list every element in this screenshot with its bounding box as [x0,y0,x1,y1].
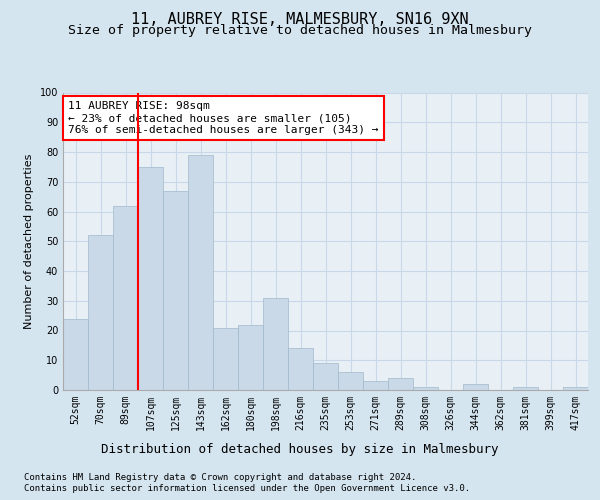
Y-axis label: Number of detached properties: Number of detached properties [24,154,34,329]
Bar [563,387,588,390]
Bar [363,381,388,390]
Text: Contains public sector information licensed under the Open Government Licence v3: Contains public sector information licen… [24,484,470,493]
Bar [338,372,363,390]
Bar [263,298,288,390]
Bar [88,236,113,390]
Bar [288,348,313,390]
Bar [188,155,213,390]
Text: 11, AUBREY RISE, MALMESBURY, SN16 9XN: 11, AUBREY RISE, MALMESBURY, SN16 9XN [131,12,469,28]
Text: 11 AUBREY RISE: 98sqm
← 23% of detached houses are smaller (105)
76% of semi-det: 11 AUBREY RISE: 98sqm ← 23% of detached … [68,102,379,134]
Text: Size of property relative to detached houses in Malmesbury: Size of property relative to detached ho… [68,24,532,37]
Bar [138,167,163,390]
Bar [63,318,88,390]
Bar [413,387,438,390]
Bar [388,378,413,390]
Bar [163,190,188,390]
Bar [213,328,238,390]
Text: Distribution of detached houses by size in Malmesbury: Distribution of detached houses by size … [101,442,499,456]
Text: Contains HM Land Registry data © Crown copyright and database right 2024.: Contains HM Land Registry data © Crown c… [24,472,416,482]
Bar [113,206,138,390]
Bar [238,324,263,390]
Bar [463,384,488,390]
Bar [313,363,338,390]
Bar [513,387,538,390]
